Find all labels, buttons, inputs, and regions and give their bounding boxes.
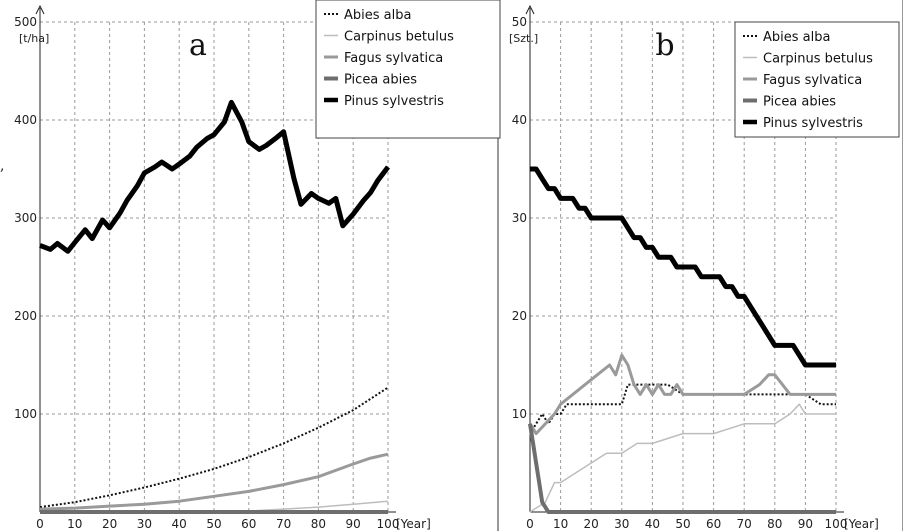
x-axis-unit: [Year] xyxy=(396,517,431,531)
y-tick-label: 100 xyxy=(14,407,37,421)
x-tick-label: 0 xyxy=(36,517,44,531)
x-tick-label: 70 xyxy=(737,517,752,531)
legend-box xyxy=(315,0,501,139)
chart-panel-a: 0 10 20 30 40 50 60 70 80 90 100 100 200 300 400 500 [t/… xyxy=(14,0,501,531)
series-line-abies-alba xyxy=(529,383,836,435)
legend-label: Picea abies xyxy=(344,73,417,88)
legend-label: Fagus sylvatica xyxy=(763,73,862,88)
y-tick-label: 20 xyxy=(512,309,527,323)
legend-label: Carpinus betulus xyxy=(344,30,454,45)
stray-comma: , xyxy=(0,158,4,174)
x-tick-label: 30 xyxy=(137,517,152,531)
series-line-pinus-sylvestris xyxy=(39,99,390,254)
x-tick-label: 0 xyxy=(526,517,534,531)
y-tick-label: 10 xyxy=(512,407,527,421)
x-tick-label: 50 xyxy=(206,517,221,531)
y-tick-label: 500 xyxy=(14,15,37,29)
legend-label: Pinus sylvestris xyxy=(344,94,444,109)
series-line-pinus-sylvestris xyxy=(530,166,836,368)
legend-label: Pinus sylvestris xyxy=(763,116,863,131)
series-line-fagus-sylvatica xyxy=(39,452,389,511)
x-tick-label: 10 xyxy=(553,517,568,531)
x-tick-label: 100 xyxy=(377,517,400,531)
x-tick-label: 80 xyxy=(767,517,782,531)
legend-label: Abies alba xyxy=(763,30,830,45)
x-tick-label: 30 xyxy=(614,517,629,531)
y-axis-arrow xyxy=(525,4,535,15)
x-axis-unit: [Year] xyxy=(844,517,879,531)
x-tick-label: 70 xyxy=(276,517,291,531)
x-tick-label: 20 xyxy=(584,517,599,531)
legend-label: Carpinus betulus xyxy=(763,52,873,67)
series-line-picea-abies xyxy=(528,423,836,514)
y-tick-label: 30 xyxy=(512,211,527,225)
y-axis-unit: [Szt.] xyxy=(509,32,538,45)
y-tick-label: 400 xyxy=(14,113,37,127)
x-tick-label: 20 xyxy=(102,517,117,531)
x-tick-label: 100 xyxy=(825,517,848,531)
y-tick-label: 300 xyxy=(14,211,37,225)
legend-label: Picea abies xyxy=(763,95,836,110)
panel-letter: b xyxy=(655,28,674,63)
x-tick-label: 60 xyxy=(241,517,256,531)
y-axis-unit: [t/ha] xyxy=(19,32,49,45)
x-tick-label: 60 xyxy=(706,517,721,531)
x-tick-label: 90 xyxy=(798,517,813,531)
x-tick-label: 50 xyxy=(675,517,690,531)
series-line-fagus-sylvatica xyxy=(528,353,836,436)
legend-label: Fagus sylvatica xyxy=(344,51,443,66)
panel-letter: a xyxy=(189,28,207,63)
y-tick-label: 50 xyxy=(512,15,527,29)
y-tick-label: 200 xyxy=(14,309,37,323)
series-line-abies-alba xyxy=(39,386,389,509)
series-line-carpinus-betulus xyxy=(529,403,836,513)
x-tick-label: 40 xyxy=(172,517,187,531)
legend-label: Abies alba xyxy=(344,8,411,23)
y-axis-arrow xyxy=(35,4,45,15)
x-tick-label: 80 xyxy=(311,517,326,531)
x-tick-label: 10 xyxy=(67,517,82,531)
x-tick-label: 90 xyxy=(346,517,361,531)
y-tick-label: 40 xyxy=(512,113,527,127)
legend-box xyxy=(734,21,900,138)
x-tick-label: 40 xyxy=(645,517,660,531)
chart-panel-b: 0 10 20 30 40 50 60 70 80 90 100 10 20 30 40 50 [Szt.] [Y… xyxy=(509,0,903,531)
